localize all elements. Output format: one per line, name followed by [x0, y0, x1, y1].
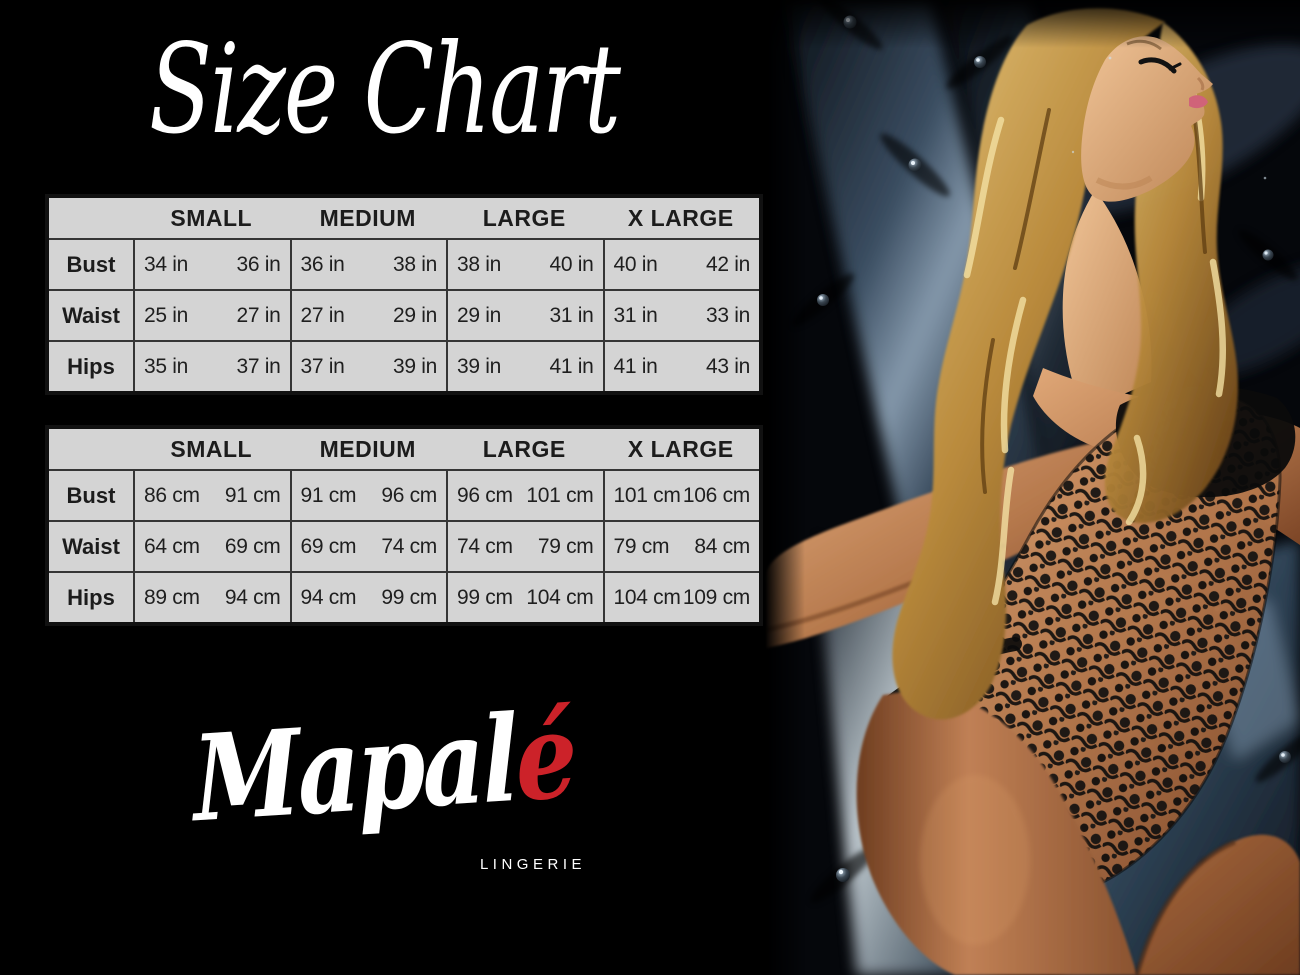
size-cell: 99 cm 104 cm — [446, 573, 603, 622]
row-label: Hips — [67, 353, 115, 379]
page-title-text: Size Chart — [148, 17, 621, 162]
col-header-large: LARGE — [482, 435, 566, 462]
row-label: Waist — [62, 533, 120, 559]
brand-name-main: Mapal — [190, 688, 519, 849]
size-cell: 34 in 36 in — [133, 240, 290, 289]
size-cell: 29 in 31 in — [446, 291, 603, 340]
size-cell: 79 cm 84 cm — [602, 522, 760, 571]
size-cell: 86 cm 91 cm — [133, 471, 290, 520]
col-header-medium: MEDIUM — [319, 204, 416, 231]
size-table-inches: SMALL MEDIUM LARGE X LARGE Bust 34 in 36 … — [45, 194, 763, 395]
size-cell: 89 cm 94 cm — [133, 573, 290, 622]
size-cell: 36 in 38 in — [289, 240, 447, 289]
size-cell: 96 cm 101 cm — [446, 471, 603, 520]
col-header-xlarge: X LARGE — [627, 204, 734, 231]
size-cell: 69 cm 74 cm — [289, 522, 447, 571]
size-cell: 94 cm 99 cm — [289, 573, 447, 622]
size-cell: 25 in 27 in — [133, 291, 290, 340]
model-figure — [765, 8, 1300, 975]
table-row-bust: Bust 86 cm 91 cm 91 cm 96 cm 96 cm 101 cm 1… — [49, 469, 759, 520]
size-cell: 64 cm 69 cm — [133, 522, 290, 571]
lips — [1189, 95, 1208, 109]
model-face — [1081, 36, 1213, 202]
row-label: Waist — [62, 302, 120, 328]
size-table-inches-header: SMALL MEDIUM LARGE X LARGE — [49, 198, 759, 238]
table-row-waist: Waist 64 cm 69 cm 69 cm 74 cm 74 cm 79 cm 7… — [49, 520, 759, 571]
row-label: Hips — [67, 584, 115, 610]
size-table-cm-header: SMALL MEDIUM LARGE X LARGE — [49, 429, 759, 469]
size-cell: 39 in 41 in — [446, 342, 603, 391]
top-fade — [765, 0, 1300, 48]
size-cell: 41 in 43 in — [602, 342, 760, 391]
size-cell: 37 in 39 in — [289, 342, 447, 391]
table-row-bust: Bust 34 in 36 in 36 in 38 in 38 in 40 in 40… — [49, 238, 759, 289]
col-header-medium: MEDIUM — [319, 435, 416, 462]
size-table-cm: SMALL MEDIUM LARGE X LARGE Bust 86 cm 91 … — [45, 425, 763, 626]
col-header-small: SMALL — [170, 435, 253, 462]
left-fade — [765, 0, 805, 975]
table-row-waist: Waist 25 in 27 in 27 in 29 in 29 in 31 in 3… — [49, 289, 759, 340]
col-header-large: LARGE — [482, 204, 566, 231]
brand-wordmark: Mapalé — [190, 685, 578, 849]
table-row-hips: Hips 35 in 37 in 37 in 39 in 39 in 41 in 41… — [49, 340, 759, 391]
size-cell: 101 cm 106 cm — [602, 471, 760, 520]
size-cell: 27 in 29 in — [289, 291, 447, 340]
size-cell: 91 cm 96 cm — [289, 471, 447, 520]
model-neck — [1062, 190, 1152, 412]
row-label: Bust — [66, 251, 116, 277]
brand-name-accent: é — [512, 685, 578, 828]
model-leg — [1137, 834, 1300, 975]
table-row-hips: Hips 89 cm 94 cm 94 cm 99 cm 99 cm 104 cm 1… — [49, 571, 759, 622]
page-title: Size Chart — [0, 25, 768, 154]
size-cell: 38 in 40 in — [446, 240, 603, 289]
size-cell: 31 in 33 in — [602, 291, 760, 340]
row-label: Bust — [66, 482, 116, 508]
size-cell: 35 in 37 in — [133, 342, 290, 391]
col-header-small: SMALL — [170, 204, 253, 231]
size-cell: 104 cm 109 cm — [602, 573, 760, 622]
brand-tagline: LINGERIE — [479, 856, 586, 873]
size-cell: 74 cm 79 cm — [446, 522, 603, 571]
col-header-xlarge: X LARGE — [627, 435, 734, 462]
size-cell: 40 in 42 in — [602, 240, 760, 289]
model-photo-illustration — [765, 0, 1300, 975]
model-photo — [765, 0, 1300, 975]
brand-logo: Mapalé LINGERIE — [0, 685, 768, 887]
